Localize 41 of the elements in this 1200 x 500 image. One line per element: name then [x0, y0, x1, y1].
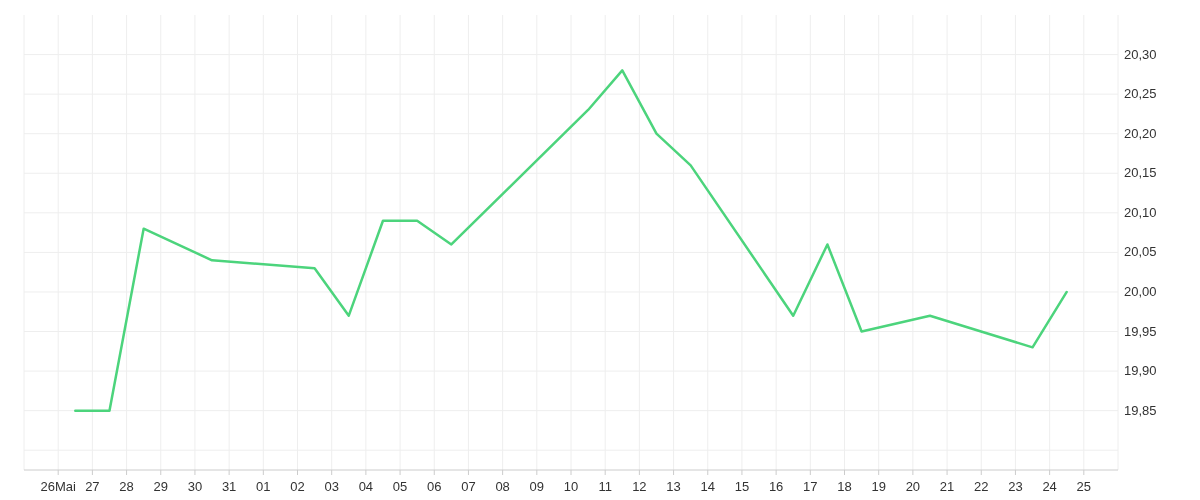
x-tick-label: 07 — [461, 479, 476, 494]
y-tick-label: 19,90 — [1124, 363, 1157, 379]
x-tick-label: 11 — [598, 479, 612, 494]
x-tick-label: 31 — [221, 479, 237, 494]
x-tick-label: 02 — [290, 479, 305, 494]
x-tick-label: 03 — [324, 479, 339, 494]
x-tick-label: 24 — [1042, 479, 1057, 494]
x-tick-label: 05 — [392, 479, 408, 494]
y-tick-label: 20,15 — [1124, 165, 1157, 181]
x-tick-label: 26Mai — [40, 479, 76, 494]
x-tick-label: 28 — [119, 479, 134, 494]
y-tick-label: 20,30 — [1124, 46, 1157, 62]
x-tick-label: 01 — [256, 479, 271, 494]
x-tick-label: 06 — [427, 479, 442, 494]
x-tick-label: 10 — [563, 479, 579, 494]
y-tick-label: 20,00 — [1124, 283, 1157, 299]
x-tick-label: 23 — [1008, 479, 1023, 494]
x-tick-label: 20 — [905, 479, 921, 494]
y-tick-label: 20,25 — [1124, 86, 1157, 102]
x-tick-label: 12 — [632, 479, 647, 494]
y-tick-label: 19,95 — [1124, 323, 1157, 339]
x-tick-label: 15 — [734, 479, 750, 494]
x-tick-label: 30 — [187, 479, 203, 494]
x-tick-label: 16 — [768, 479, 784, 494]
x-tick-label: 19 — [871, 479, 886, 494]
x-tick-label: 22 — [974, 479, 989, 494]
x-tick-label: 14 — [700, 479, 715, 494]
y-tick-label: 20,05 — [1124, 244, 1157, 260]
x-tick-label: 17 — [803, 479, 818, 494]
x-tick-label: 27 — [85, 479, 100, 494]
x-tick-label: 13 — [666, 479, 681, 494]
x-tick-label: 21 — [939, 479, 955, 494]
y-tick-label: 20,20 — [1124, 125, 1157, 141]
x-tick-label: 25 — [1076, 479, 1092, 494]
x-tick-label: 18 — [837, 479, 852, 494]
y-tick-label: 20,10 — [1124, 204, 1157, 220]
x-tick-label: 04 — [358, 479, 374, 494]
x-tick-label: 09 — [529, 479, 545, 494]
x-tick-label: 29 — [153, 479, 168, 494]
x-tick-label: 08 — [495, 479, 510, 494]
y-tick-label: 19,85 — [1124, 402, 1157, 418]
